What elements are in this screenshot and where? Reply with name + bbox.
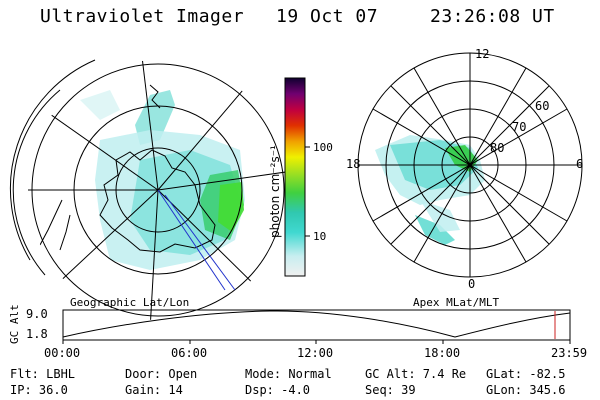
aurora-emission-left — [80, 90, 245, 270]
mode-value: Mode: Normal — [245, 367, 332, 381]
alt-ylabel: GC Alt — [8, 304, 21, 344]
dsp-value: Dsp: -4.0 — [245, 383, 311, 397]
alt-ytick-low: 1.8 — [26, 327, 48, 341]
date-label: 19 Oct 07 — [276, 6, 379, 27]
door-status: Door: Open — [125, 367, 198, 381]
time-label: 23:26:08 UT — [430, 6, 555, 27]
colorbar-tick-10: 10 — [313, 230, 326, 243]
altitude-curve — [62, 310, 571, 338]
seq-value: Seq: 39 — [365, 383, 416, 397]
colorbar-tick-100: 100 — [313, 141, 333, 154]
alt-xtick-1: 06:00 — [171, 346, 207, 360]
alt-ytick-high: 9.0 — [26, 307, 48, 321]
mlt-label-0: 0 — [468, 277, 475, 291]
glat-value: GLat: -82.5 — [486, 367, 566, 381]
left-map-caption: Geographic Lat/Lon — [70, 296, 189, 309]
alt-xtick-0: 00:00 — [44, 346, 80, 360]
app-title: Ultraviolet Imager — [40, 6, 245, 27]
ip-value: IP: 36.0 — [10, 383, 68, 397]
mlt-label-18: 18 — [346, 157, 360, 171]
alt-xtick-4: 23:59 — [551, 346, 587, 360]
mlt-label-6: 6 — [576, 157, 583, 171]
mlat-label-80: 80 — [490, 141, 504, 155]
aurora-emission-right — [375, 135, 485, 245]
mlat-label-60: 60 — [535, 99, 549, 113]
coastline — [99, 149, 216, 253]
altitude-plot — [62, 309, 571, 344]
magnetic-polar-plot — [357, 52, 583, 278]
glon-value: GLon: 345.6 — [486, 383, 566, 397]
gain-value: Gain: 14 — [125, 383, 183, 397]
alt-xtick-2: 12:00 — [297, 346, 333, 360]
alt-xtick-3: 18:00 — [424, 346, 460, 360]
colorbar — [284, 77, 310, 277]
right-map-caption: Apex MLat/MLT — [413, 296, 499, 309]
mlt-label-12: 12 — [475, 47, 489, 61]
mlat-label-70: 70 — [512, 120, 526, 134]
colorbar-unit-label: photon cm⁻²s⁻¹ — [268, 145, 282, 238]
filter-value: Flt: LBHL — [10, 367, 76, 381]
geographic-map — [9, 59, 288, 320]
gc-alt-value: GC Alt: 7.4 Re — [365, 367, 467, 381]
